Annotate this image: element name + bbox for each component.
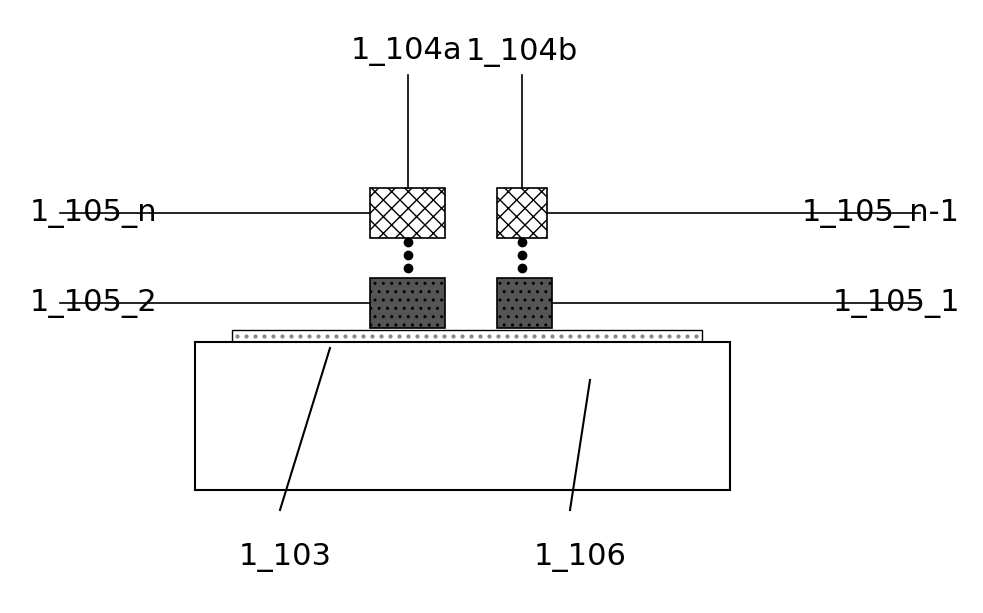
Text: 1_105_n-1: 1_105_n-1 — [802, 199, 960, 227]
Text: 1_105_n: 1_105_n — [30, 199, 157, 227]
Text: 1_104a: 1_104a — [351, 37, 463, 66]
Text: 1_106: 1_106 — [534, 543, 626, 571]
Bar — [370, 278, 445, 328]
Text: 1_104b: 1_104b — [466, 37, 578, 67]
Text: 1_105_2: 1_105_2 — [30, 289, 157, 318]
Bar — [232, 330, 702, 342]
Bar — [370, 188, 445, 238]
Text: 1_105_1: 1_105_1 — [833, 289, 960, 318]
Bar — [195, 342, 730, 490]
Bar — [497, 188, 547, 238]
Text: 1_103: 1_103 — [239, 543, 331, 571]
Bar — [497, 278, 552, 328]
